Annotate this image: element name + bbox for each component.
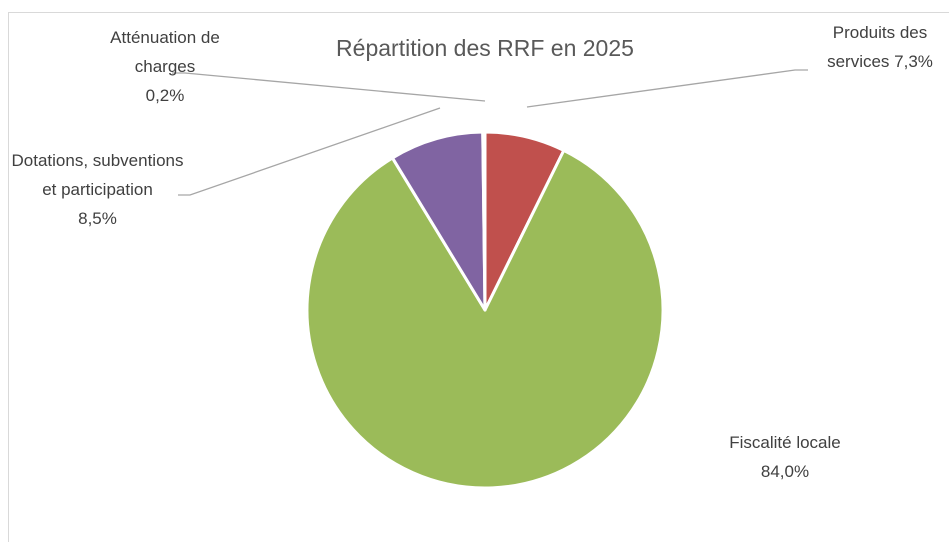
value-label: 7,3% [894,52,933,71]
leader-line [526,69,808,108]
pie-slice [390,130,487,312]
pie-slice [305,148,665,490]
value-label: 84,0% [760,462,810,481]
slice-label: Produits des services 7,3% [800,18,949,76]
leader-line [172,72,486,102]
slice-label: Fiscalité locale 84,0% [700,428,870,486]
value-label: 0,2% [145,86,185,105]
category-label: Fiscalité locale [729,433,841,452]
leader-line [178,107,441,196]
category-label: Produits des services [827,23,928,71]
pie-slice [481,130,487,312]
chart-title: Répartition des RRF en 2025 [336,35,634,61]
category-label: Dotations, subventions et participation [11,151,184,199]
slice-label: Atténuation de charges 0,2% [95,23,235,110]
category-label: Atténuation de charges [110,28,220,76]
value-label: 8,5% [78,209,117,228]
slice-label: Dotations, subventions et participation 8… [5,146,190,233]
